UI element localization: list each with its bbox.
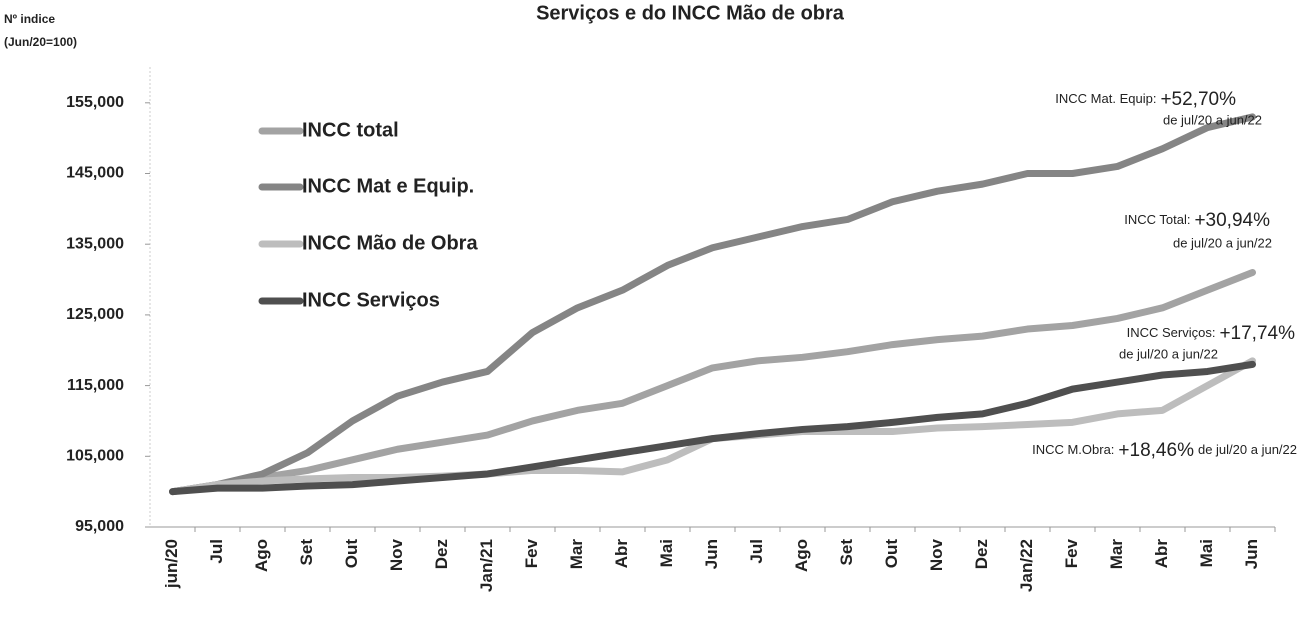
annotation-period: de jul/20 a jun/22 <box>1173 235 1272 250</box>
annotation-value: +18,46% <box>1118 440 1194 461</box>
x-tick-label: Mai <box>657 539 676 567</box>
y-tick-label: 95,000 <box>75 518 124 535</box>
x-tick-label: Abr <box>612 539 631 569</box>
legend-label: INCC Mat e Equip. <box>302 175 474 197</box>
x-tick-label: Mar <box>1107 539 1126 570</box>
y-tick-label: 115,000 <box>67 377 124 394</box>
x-tick-label: Out <box>342 539 361 569</box>
x-tick-label: Nov <box>387 538 406 571</box>
annotation-period: de jul/20 a jun/22 <box>1119 346 1218 361</box>
x-tick-label: Ago <box>252 539 271 572</box>
y-axis-label: (Jun/20=100) <box>4 35 77 49</box>
series-line <box>169 357 1256 496</box>
x-tick-label: Out <box>882 539 901 569</box>
annotation: INCC Serviços: +17,74% <box>1127 323 1296 344</box>
y-tick-label: 105,000 <box>66 448 124 465</box>
annotation: INCC Mat. Equip: +52,70% <box>1055 89 1236 110</box>
x-tick-label: Jul <box>747 539 766 564</box>
y-tick-label: 125,000 <box>66 306 124 323</box>
x-tick-label: Fev <box>522 538 541 568</box>
series-line <box>169 113 1256 496</box>
x-tick-label: Jul <box>207 539 226 564</box>
y-tick-label: 145,000 <box>66 165 124 182</box>
x-tick-label: Set <box>837 539 856 566</box>
annotation-label: INCC M.Obra: <box>1032 442 1114 457</box>
x-tick-label: Set <box>297 539 316 566</box>
series-line <box>169 360 1256 496</box>
series-line <box>169 268 1256 496</box>
annotation-period: de jul/20 a jun/22 <box>1198 442 1297 457</box>
x-tick-label: Nov <box>927 538 946 571</box>
x-tick-label: Ago <box>792 539 811 572</box>
annotation-label: INCC Total: <box>1124 212 1190 227</box>
x-tick-label: Jan/21 <box>477 539 496 592</box>
annotation: INCC Total: +30,94% <box>1124 210 1270 231</box>
x-tick-label: Dez <box>432 539 451 569</box>
annotation-label: INCC Mat. Equip: <box>1055 91 1156 106</box>
x-tick-label: jun/20 <box>162 539 181 589</box>
legend-label: INCC total <box>302 119 399 141</box>
x-tick-label: Dez <box>972 539 991 569</box>
x-tick-label: Jun <box>702 539 721 569</box>
annotation-value: +17,74% <box>1219 323 1295 344</box>
y-tick-label: 135,000 <box>66 235 124 252</box>
legend-label: INCC Mão de Obra <box>302 232 478 254</box>
x-tick-label: Mar <box>567 539 586 570</box>
x-tick-label: Jan/22 <box>1017 539 1036 592</box>
x-tick-label: Abr <box>1152 539 1171 569</box>
annotation-value: +30,94% <box>1194 210 1270 231</box>
annotation-period: de jul/20 a jun/22 <box>1163 112 1262 127</box>
annotation-value: +52,70% <box>1160 89 1236 110</box>
x-tick-label: Mai <box>1197 539 1216 567</box>
x-tick-label: Fev <box>1062 538 1081 568</box>
y-axis-label: Nº indice <box>4 12 55 26</box>
chart-title: Serviços e do INCC Mão de obra <box>536 2 845 24</box>
annotation: INCC M.Obra: +18,46% de jul/20 a jun/22 <box>1032 440 1297 461</box>
annotation-label: INCC Serviços: <box>1127 325 1216 340</box>
legend-label: INCC Serviços <box>302 289 440 311</box>
y-tick-label: 155,000 <box>66 94 124 111</box>
x-tick-label: Jun <box>1242 539 1261 569</box>
